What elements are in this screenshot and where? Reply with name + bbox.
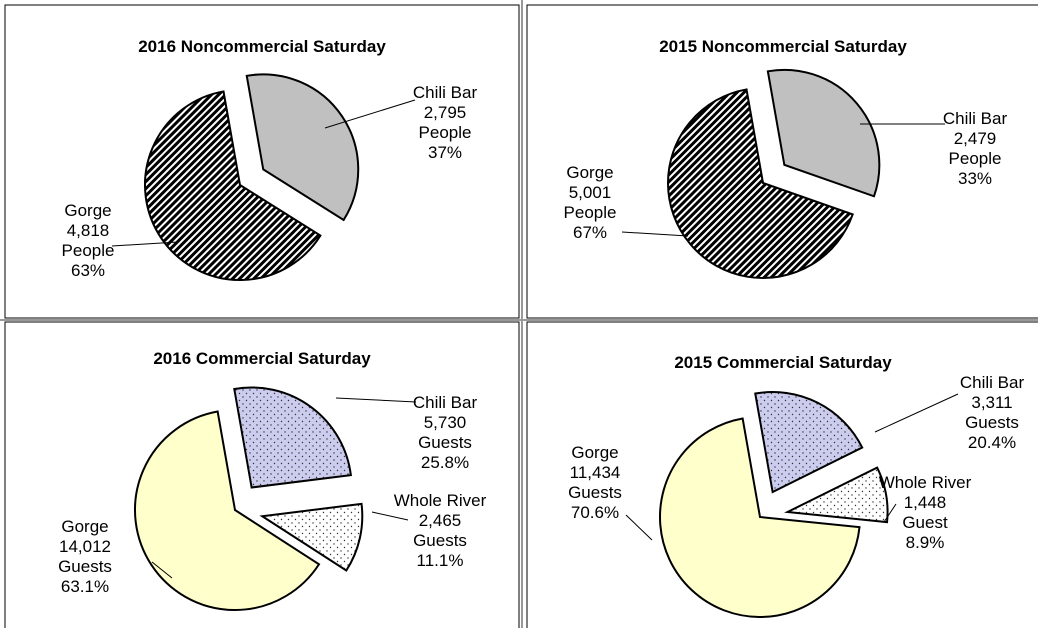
data-label: 5,001 [569, 183, 612, 202]
leader-line [371, 511, 409, 521]
pie-slice [245, 73, 360, 222]
pie-slice [766, 68, 881, 198]
leader-line [151, 561, 173, 579]
data-label: Gorge [61, 517, 108, 536]
data-label: Chili Bar [960, 373, 1025, 392]
leader-line [335, 397, 417, 403]
data-label: 8.9% [906, 533, 945, 552]
data-label: 63.1% [61, 577, 109, 596]
data-label: Whole River [879, 473, 972, 492]
pie-slice [233, 386, 352, 489]
data-label: People [419, 123, 472, 142]
data-label: Gorge [571, 443, 618, 462]
data-label: 11.1% [417, 551, 464, 570]
panel-border [526, 4, 1038, 319]
data-label: Guest [902, 513, 948, 532]
data-label: 25.8% [421, 453, 469, 472]
data-label: Guests [965, 413, 1019, 432]
pie-slice [659, 417, 861, 618]
panel-border [526, 321, 1038, 628]
data-label: Gorge [566, 163, 613, 182]
data-label: 37% [428, 143, 462, 162]
panel-border [4, 4, 520, 319]
pie-slice [667, 88, 854, 279]
data-label: Whole River [394, 491, 487, 510]
data-label: Guests [413, 531, 467, 550]
leader-line [111, 241, 179, 247]
data-label: Chili Bar [413, 83, 478, 102]
chart-title: 2015 Noncommercial Saturday [659, 37, 907, 56]
data-label: Chili Bar [943, 109, 1008, 128]
pie-slice [259, 502, 364, 572]
data-label: People [949, 149, 1002, 168]
data-label: 14,012 [59, 537, 111, 556]
data-label: Guests [418, 433, 472, 452]
data-label: Guests [568, 483, 622, 502]
leader-line [324, 99, 416, 129]
chart-title: 2015 Commercial Saturday [674, 353, 892, 372]
panel-border [4, 321, 520, 628]
pie-slice [144, 90, 322, 281]
data-label: Chili Bar [413, 393, 478, 412]
data-label: 4,818 [67, 221, 110, 240]
data-label: 1,448 [904, 493, 947, 512]
data-label: 2,795 [424, 103, 467, 122]
leader-line [625, 514, 653, 541]
pie-slice [754, 391, 864, 494]
pie-slice [784, 466, 889, 524]
data-label: 11,434 [570, 463, 621, 482]
data-label: Guests [58, 557, 112, 576]
data-label: 2,465 [419, 511, 462, 530]
data-label: 5,730 [424, 413, 467, 432]
data-label: 63% [71, 261, 105, 280]
data-label: 2,479 [954, 129, 997, 148]
data-label: 20.4% [968, 433, 1016, 452]
data-label: People [564, 203, 617, 222]
leader-line [874, 393, 959, 433]
data-label: Gorge [64, 201, 111, 220]
data-label: 33% [958, 169, 992, 188]
data-label: People [62, 241, 115, 260]
data-label: 70.6% [571, 503, 619, 522]
chart-title: 2016 Commercial Saturday [153, 349, 371, 368]
pie-slice [134, 410, 321, 611]
data-label: 67% [573, 223, 607, 242]
leader-line [883, 503, 897, 523]
data-label: 3,311 [971, 393, 1012, 412]
chart-title: 2016 Noncommercial Saturday [138, 37, 386, 56]
leader-line [621, 231, 689, 237]
